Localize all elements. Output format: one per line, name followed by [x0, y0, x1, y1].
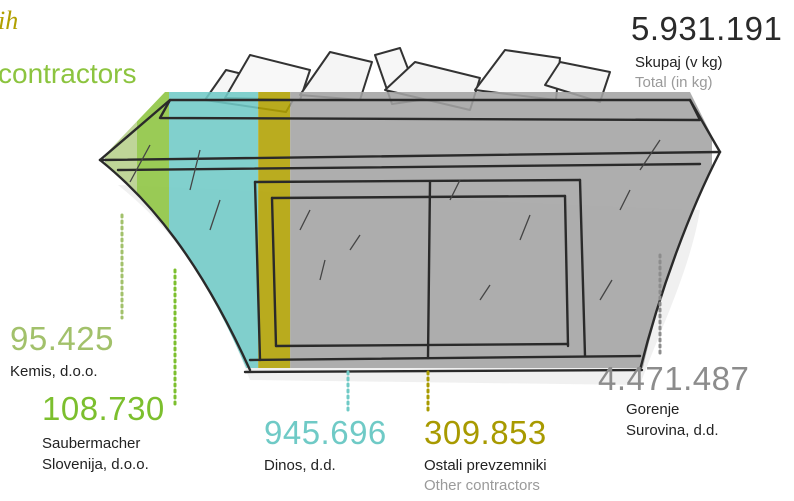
gorenje-name-line1: Gorenje [626, 401, 680, 418]
kemis-name: Kemis, d.o.o. [10, 363, 98, 380]
waste-items [204, 47, 611, 113]
skip-container [98, 98, 722, 374]
kemis-value: 95.425 [10, 320, 114, 357]
segments [105, 92, 712, 368]
ostali-value: 309.853 [424, 414, 547, 451]
total-label-en: Total (in kg) [635, 74, 713, 91]
hatch-marks [129, 139, 661, 301]
header-subtitle-fragment: contractors [0, 58, 137, 89]
segment-ostali [258, 92, 291, 368]
saubermacher-name-line2: Slovenija, d.o.o. [42, 456, 149, 473]
leader-lines [120, 213, 662, 412]
saubermacher-value: 108.730 [42, 390, 165, 427]
dinos-value: 945.696 [264, 414, 387, 451]
segment-gorenje [290, 92, 712, 368]
ostali-name: Ostali prevzemniki [424, 457, 547, 474]
gorenje-name-line2: Surovina, d.d. [626, 422, 719, 439]
segment-dinos [169, 92, 259, 368]
gorenje-value: 4.471.487 [598, 360, 750, 397]
total-label: Skupaj (v kg) [635, 54, 723, 71]
segment-saubermacher [137, 92, 169, 368]
ostali-name-en: Other contractors [424, 477, 540, 494]
header-title-fragment: ih [0, 6, 19, 35]
dinos-name: Dinos, d.d. [264, 457, 336, 474]
saubermacher-name-line1: Saubermacher [42, 435, 141, 452]
total-value: 5.931.191 [631, 10, 783, 47]
